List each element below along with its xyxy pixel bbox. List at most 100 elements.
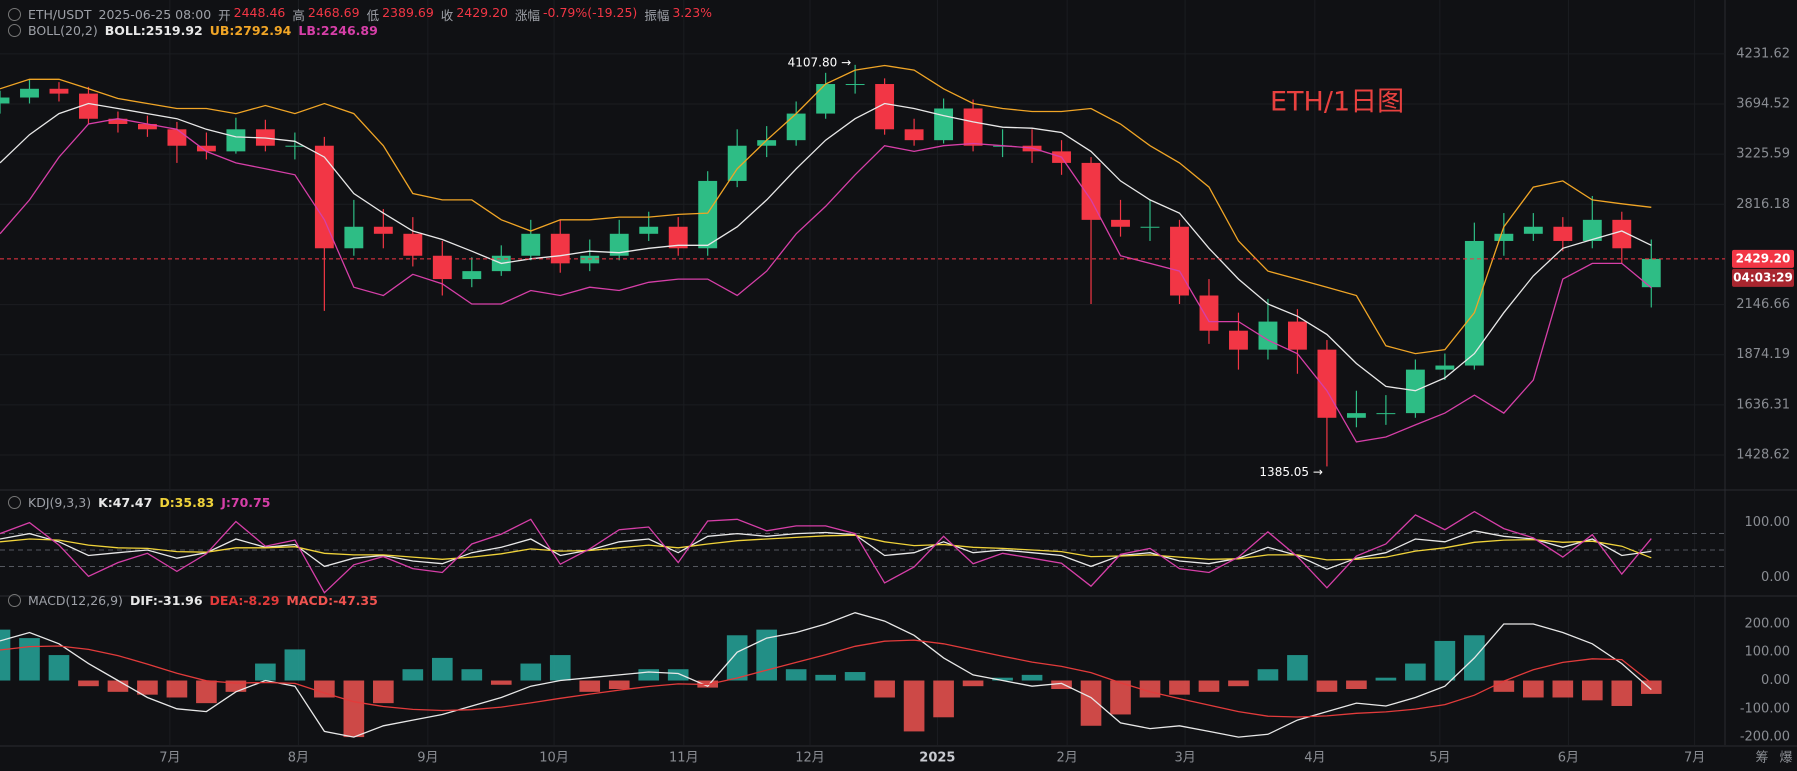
candle-body [108, 118, 128, 124]
macd-bar [1257, 669, 1279, 681]
indicator-line [0, 102, 1652, 392]
candle-body [875, 84, 895, 130]
field-label: 高 [292, 8, 305, 23]
x-tick-label: 5月 [1429, 751, 1450, 766]
legend-entry: LB:2246.89 [298, 23, 378, 38]
header-field: 高 2468.69 [292, 5, 359, 24]
macd-bar [1375, 677, 1397, 681]
x-tick-label: 2月 [1057, 751, 1078, 766]
macd-bar [1198, 680, 1220, 692]
macd-bar [1493, 680, 1515, 692]
macd-bar [874, 680, 895, 698]
price-tag-label: 2429.20 [1736, 251, 1791, 265]
macd-bar [638, 669, 660, 681]
macd-bar [1523, 680, 1544, 698]
legend-entry: BOLL:2519.92 [104, 23, 203, 38]
candle-body [609, 233, 629, 256]
macd-bar [992, 677, 1013, 681]
y-tick-label: 0.00 [1761, 570, 1790, 585]
legend-row: BOLL(20,2) BOLL:2519.92 UB:2792.94 LB:2246.… [8, 23, 378, 38]
candle-body [285, 145, 305, 147]
candle-body [521, 233, 541, 256]
candle-body [138, 123, 157, 130]
candle-body [1494, 233, 1514, 241]
candle-body [934, 108, 954, 141]
field-value: 2468.69 [307, 5, 360, 20]
y-tick-label: 200.00 [1745, 616, 1791, 631]
candle-body [403, 233, 423, 256]
candle-body [20, 88, 39, 98]
field-value: 3.23% [672, 5, 713, 20]
candle-body [757, 140, 777, 146]
field-label: 涨幅 [515, 8, 541, 23]
candle-body [1317, 349, 1337, 418]
toggle-icon[interactable] [8, 8, 21, 21]
macd-bar [1316, 680, 1338, 692]
candle-body [1288, 321, 1307, 350]
candle-body [816, 84, 836, 114]
candle-body [698, 180, 718, 249]
toggle-icon[interactable] [8, 24, 21, 37]
macd-bar [785, 669, 807, 681]
macd-bar [579, 680, 601, 692]
field-value: 2448.46 [233, 5, 286, 20]
indicator-title: MACD(12,26,9) [28, 593, 123, 608]
time: 2025-06-25 08:00 [98, 7, 212, 22]
macd-bar [1581, 680, 1603, 701]
macd-bar [431, 657, 453, 681]
macd-bar [1051, 680, 1072, 690]
x-tick-label: 7月 [1684, 751, 1705, 766]
macd-bar [1346, 680, 1367, 690]
indicator-line [0, 639, 1652, 718]
x-tick-label: 12月 [795, 751, 825, 766]
header-field: 收 2429.20 [441, 5, 508, 24]
price-annotation: 4107.80 → [788, 55, 852, 69]
x-tick-label: 6月 [1558, 751, 1579, 766]
candle-body [1641, 258, 1661, 288]
candle-body [49, 88, 69, 94]
footer-icon[interactable]: 爆 [1779, 751, 1792, 766]
candle-body [167, 129, 187, 146]
x-tick-label: 10月 [539, 751, 569, 766]
candle-body [344, 226, 364, 249]
candle-body [1081, 162, 1101, 220]
symbol: ETH/USDT [28, 7, 92, 22]
candle-body [226, 129, 246, 152]
macd-bar [844, 672, 866, 681]
candle-body [1111, 219, 1130, 227]
y-tick-label: 3225.59 [1736, 147, 1790, 162]
header-field: 振幅 3.23% [644, 5, 712, 24]
countdown-tag [1732, 268, 1794, 287]
field-value: 2389.69 [382, 5, 434, 20]
macd-bar [1080, 680, 1102, 726]
macd-bar [1552, 680, 1574, 698]
footer-icon[interactable]: 筹 [1755, 750, 1768, 766]
candle-body [314, 145, 334, 249]
macd-bar [1169, 680, 1190, 695]
candle-body [1464, 240, 1484, 366]
legend-entry: DEA:-8.29 [209, 593, 280, 608]
macd-bar [343, 680, 365, 738]
field-value: 2429.20 [456, 5, 509, 20]
y-tick-label: 1636.31 [1736, 397, 1790, 412]
macd-bar [225, 680, 247, 692]
macd-bar [1640, 680, 1662, 694]
y-tick-label: 100.00 [1745, 515, 1791, 530]
field-label: 收 [440, 8, 454, 23]
candle-body [1170, 226, 1189, 296]
candle-body [904, 129, 924, 141]
legend-row: KDJ(9,3,3) K:47.47 D:35.83 J:70.75 [8, 495, 270, 510]
x-tick-label: 8月 [288, 751, 309, 766]
legend-entry: MACD:-47.35 [286, 593, 378, 608]
toggle-icon[interactable] [8, 496, 21, 509]
toggle-icon[interactable] [8, 594, 21, 607]
price-tag [1732, 249, 1794, 268]
field-value: -0.79%(-19.25) [543, 5, 638, 20]
macd-bar [461, 669, 483, 681]
candle-body [462, 271, 482, 280]
field-label: 开 [218, 8, 231, 23]
y-tick-label: 3694.52 [1736, 97, 1790, 112]
macd-bar [19, 638, 40, 681]
macd-bar [549, 655, 571, 681]
